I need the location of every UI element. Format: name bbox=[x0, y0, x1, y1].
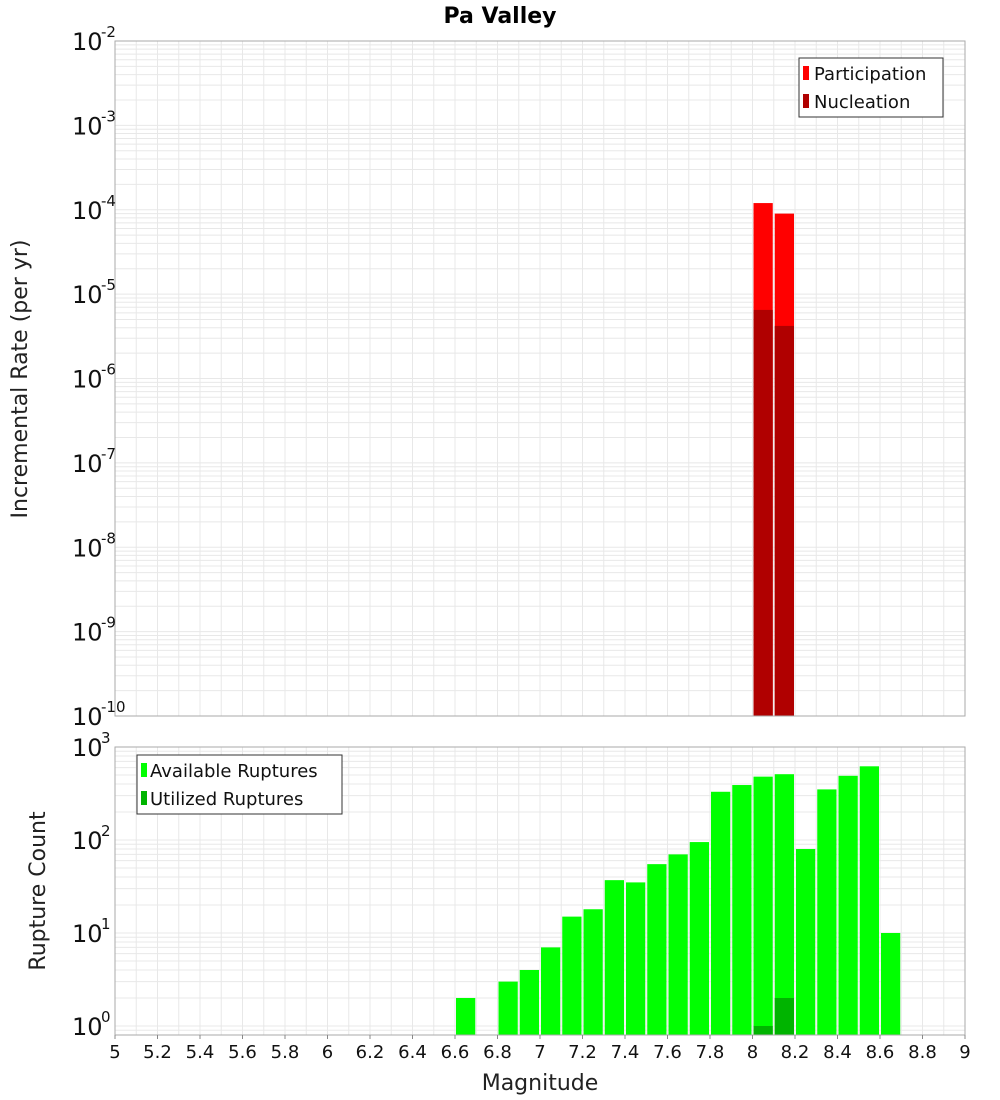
count-y-tick-exponent: 3 bbox=[101, 729, 111, 747]
rate-bars bbox=[753, 203, 794, 717]
nucleation-bar bbox=[774, 325, 794, 716]
x-tick-label: 9 bbox=[959, 1042, 970, 1063]
rate-plot-border bbox=[114, 40, 966, 717]
rate-legend: Participation Nucleation bbox=[798, 57, 944, 118]
rate-y-tick-exponent: -10 bbox=[101, 698, 126, 716]
x-tick-label: 7.6 bbox=[653, 1042, 682, 1063]
available-ruptures-bar bbox=[774, 774, 794, 1035]
available-ruptures-bar bbox=[647, 864, 667, 1035]
available-ruptures-bar bbox=[604, 880, 624, 1035]
x-tick-label: 6.4 bbox=[398, 1042, 427, 1063]
x-tick-label: 5 bbox=[109, 1042, 120, 1063]
x-tick-label: 8.8 bbox=[908, 1042, 937, 1063]
count-y-tick-label: 10 bbox=[72, 827, 103, 855]
rate-y-tick-exponent: -4 bbox=[101, 192, 116, 210]
rate-y-tick-exponent: -8 bbox=[101, 529, 116, 547]
magnitude-x-ticks: 5 5.2 5.4 5.6 5.8 6 6.2 6.4 6.6 6.8 7 7.2 7.4 7.6 7.8 8… bbox=[109, 1035, 971, 1063]
utilized-legend-label: Utilized Ruptures bbox=[150, 789, 303, 810]
count-y-axis-label: Rupture Count bbox=[26, 811, 51, 971]
utilized-legend-swatch bbox=[141, 791, 147, 805]
count-y-tick-label: 10 bbox=[72, 734, 103, 762]
x-tick-label: 8.6 bbox=[866, 1042, 895, 1063]
nucleation-legend-label: Nucleation bbox=[814, 92, 910, 113]
available-ruptures-bar bbox=[753, 776, 773, 1035]
rate-y-tick-label: 10 bbox=[72, 28, 103, 56]
x-tick-label: 6.6 bbox=[441, 1042, 470, 1063]
available-legend-label: Available Ruptures bbox=[150, 761, 318, 782]
count-y-tick-label: 10 bbox=[72, 1013, 103, 1041]
rate-y-tick-label: 10 bbox=[72, 281, 103, 309]
x-tick-label: 7.4 bbox=[611, 1042, 640, 1063]
rate-y-tick-label: 10 bbox=[72, 112, 103, 140]
count-bars bbox=[456, 766, 901, 1035]
x-tick-label: 6 bbox=[322, 1042, 333, 1063]
x-tick-label: 5.6 bbox=[228, 1042, 257, 1063]
x-tick-label: 7.8 bbox=[696, 1042, 725, 1063]
count-legend-box bbox=[136, 754, 343, 815]
available-ruptures-bar bbox=[562, 916, 582, 1035]
available-ruptures-bar bbox=[859, 766, 879, 1035]
rate-y-tick-exponent: -2 bbox=[101, 23, 116, 41]
available-ruptures-bar bbox=[796, 849, 816, 1035]
available-ruptures-bar bbox=[626, 882, 646, 1035]
utilized-ruptures-bar bbox=[774, 997, 794, 1035]
count-y-tick-exponent: 1 bbox=[101, 915, 111, 933]
x-tick-label: 8.4 bbox=[823, 1042, 852, 1063]
available-ruptures-bar bbox=[583, 909, 603, 1035]
count-y-tick-exponent: 2 bbox=[101, 822, 111, 840]
rate-panel: 10-210-310-410-510-610-710-810-910-10 In… bbox=[8, 23, 966, 731]
rate-y-tick-label: 10 bbox=[72, 703, 103, 731]
nucleation-legend-swatch bbox=[803, 94, 809, 108]
rate-y-tick-label: 10 bbox=[72, 619, 103, 647]
available-ruptures-bar bbox=[817, 789, 837, 1035]
available-ruptures-bar bbox=[881, 932, 901, 1035]
x-tick-label: 5.4 bbox=[186, 1042, 215, 1063]
available-ruptures-bar bbox=[456, 997, 476, 1035]
x-tick-label: 8 bbox=[747, 1042, 758, 1063]
rate-y-tick-exponent: -5 bbox=[101, 276, 116, 294]
x-tick-label: 7.2 bbox=[568, 1042, 597, 1063]
x-tick-label: 5.8 bbox=[271, 1042, 300, 1063]
available-ruptures-bar bbox=[732, 785, 752, 1035]
available-legend-swatch bbox=[141, 763, 147, 777]
available-ruptures-bar bbox=[541, 947, 561, 1035]
rate-y-tick-label: 10 bbox=[72, 197, 103, 225]
participation-legend-swatch bbox=[803, 66, 809, 80]
available-ruptures-bar bbox=[838, 775, 858, 1035]
rate-y-tick-exponent: -7 bbox=[101, 445, 116, 463]
x-tick-label: 6.2 bbox=[356, 1042, 385, 1063]
count-legend: Available Ruptures Utilized Ruptures bbox=[136, 754, 343, 815]
rate-y-tick-label: 10 bbox=[72, 366, 103, 394]
rate-y-tick-exponent: -9 bbox=[101, 614, 116, 632]
rate-y-ticks: 10-210-310-410-510-610-710-810-910-10 bbox=[72, 23, 126, 731]
rate-y-axis-label: Incremental Rate (per yr) bbox=[8, 240, 33, 519]
rate-y-tick-label: 10 bbox=[72, 450, 103, 478]
participation-legend-label: Participation bbox=[814, 64, 926, 85]
rate-y-tick-exponent: -6 bbox=[101, 361, 116, 379]
nucleation-bar bbox=[753, 309, 773, 716]
available-ruptures-bar bbox=[711, 791, 731, 1035]
count-y-tick-exponent: 0 bbox=[101, 1008, 111, 1026]
available-ruptures-bar bbox=[519, 969, 539, 1035]
rate-legend-box bbox=[798, 57, 944, 118]
rate-y-tick-label: 10 bbox=[72, 534, 103, 562]
available-ruptures-bar bbox=[668, 854, 688, 1035]
x-tick-label: 5.2 bbox=[143, 1042, 172, 1063]
magnitude-x-axis-label: Magnitude bbox=[482, 1071, 599, 1096]
chart-title: Pa Valley bbox=[443, 4, 556, 29]
available-ruptures-bar bbox=[689, 842, 709, 1035]
x-tick-label: 7 bbox=[534, 1042, 545, 1063]
x-tick-label: 8.2 bbox=[781, 1042, 810, 1063]
available-ruptures-bar bbox=[498, 981, 518, 1035]
count-y-tick-label: 10 bbox=[72, 920, 103, 948]
rate-y-tick-exponent: -3 bbox=[101, 107, 116, 125]
utilized-ruptures-bar bbox=[753, 1025, 773, 1035]
x-tick-label: 6.8 bbox=[483, 1042, 512, 1063]
rate-gridlines bbox=[114, 40, 966, 717]
